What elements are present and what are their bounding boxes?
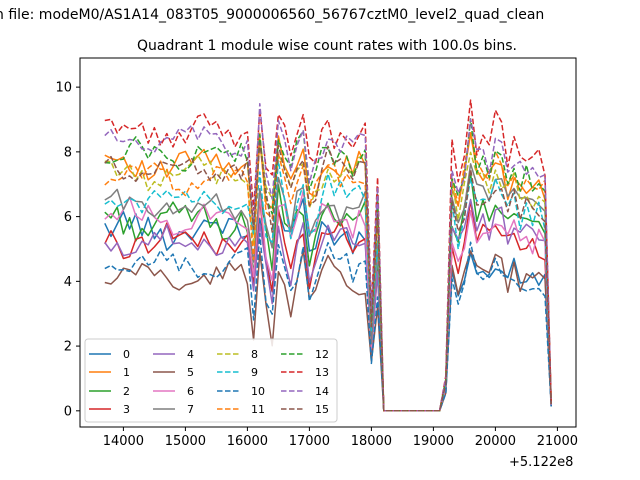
- x-offset-label: +5.122e8: [509, 455, 573, 470]
- series-line-14: [104, 102, 552, 412]
- series-line-0: [104, 198, 552, 412]
- x-tick-label: 19000: [413, 434, 454, 449]
- legend-label-4: 4: [187, 348, 194, 361]
- y-tick-label: 10: [55, 81, 72, 96]
- legend-label-3: 3: [123, 403, 130, 416]
- x-tick-label: 21000: [537, 434, 578, 449]
- series-line-13: [104, 99, 552, 412]
- y-axis: 0 2 4 6 8 10: [55, 81, 80, 419]
- legend-label-7: 7: [187, 403, 194, 416]
- chart-title: Quadrant 1 module wise count rates with …: [137, 38, 517, 54]
- figure-suptitle: n file: modeM0/AS1A14_083T05_9000006560_…: [0, 7, 544, 23]
- legend-label-15: 15: [315, 403, 329, 416]
- plot-frame: [79, 57, 577, 428]
- legend-label-11: 11: [251, 403, 265, 416]
- x-tick-label: 20000: [475, 434, 516, 449]
- y-tick-label: 4: [64, 275, 72, 290]
- series-line-10: [104, 233, 552, 412]
- legend-label-10: 10: [251, 385, 265, 398]
- legend-label-8: 8: [251, 348, 258, 361]
- legend-label-13: 13: [315, 366, 329, 379]
- y-tick-label: 0: [64, 404, 72, 419]
- series-line-7: [104, 163, 552, 412]
- y-tick-label: 2: [64, 340, 72, 355]
- legend-label-1: 1: [123, 366, 130, 379]
- legend-label-6: 6: [187, 385, 194, 398]
- series-line-2: [104, 173, 552, 412]
- legend-label-5: 5: [187, 366, 194, 379]
- series-line-3: [104, 198, 552, 412]
- legend-label-0: 0: [123, 348, 130, 361]
- x-tick-label: 16000: [227, 434, 268, 449]
- legend-frame: [84, 338, 338, 423]
- x-tick-label: 18000: [351, 434, 392, 449]
- x-tick-label: 17000: [289, 434, 330, 449]
- legend-label-2: 2: [123, 385, 130, 398]
- legend-label-14: 14: [315, 385, 329, 398]
- series-line-15: [104, 142, 552, 412]
- x-axis: 14000 15000 16000 17000 18000 19000 20000 21000: [103, 427, 578, 449]
- y-tick-label: 8: [64, 145, 72, 160]
- x-tick-label: 15000: [165, 434, 206, 449]
- legend-label-12: 12: [315, 348, 329, 361]
- x-tick-label: 14000: [103, 434, 144, 449]
- series-layer: [104, 99, 552, 412]
- series-line-4: [104, 198, 552, 412]
- y-tick-label: 6: [64, 210, 72, 225]
- series-line-9: [104, 160, 552, 412]
- legend-label-9: 9: [251, 366, 258, 379]
